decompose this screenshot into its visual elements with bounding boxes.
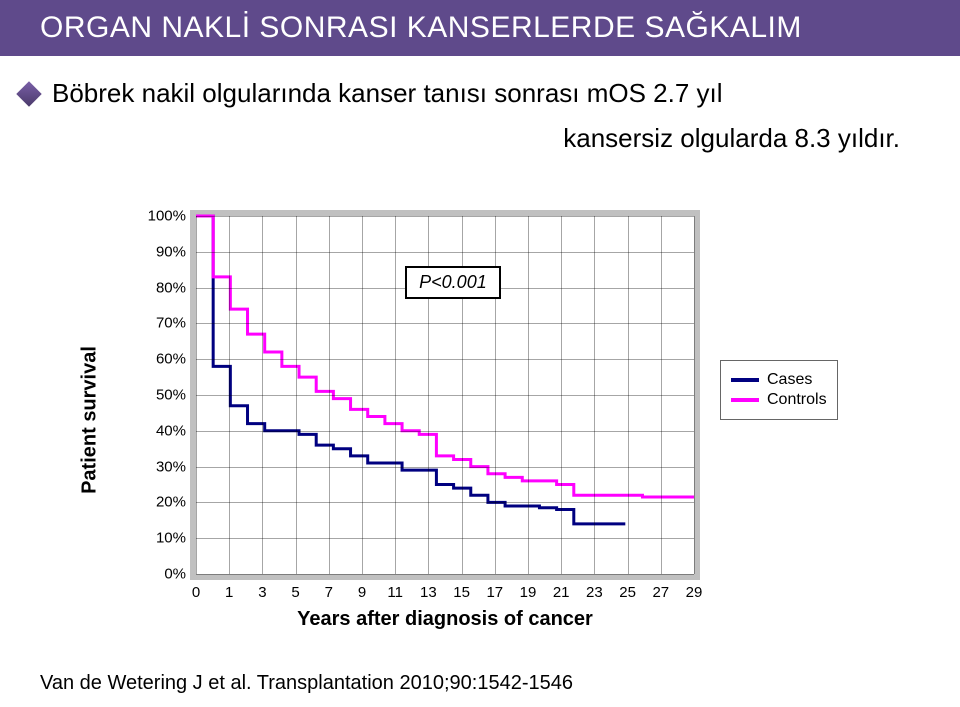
x-tick: 29 <box>686 584 703 601</box>
x-tick: 0 <box>192 584 200 601</box>
y-axis-label: Patient survival <box>79 346 102 494</box>
x-tick: 11 <box>387 584 403 601</box>
gridline-v <box>694 216 695 574</box>
sub-line-text: kansersiz olgularda 8.3 yıldır. <box>563 123 900 153</box>
gridline-h <box>196 216 694 217</box>
x-tick: 27 <box>652 584 669 601</box>
y-tick: 20% <box>156 494 186 511</box>
gridline-v <box>196 216 197 574</box>
citation-text: Van de Wetering J et al. Transplantation… <box>40 672 573 695</box>
gridline-h <box>196 431 694 432</box>
banner-title: ORGAN NAKLİ SONRASI KANSERLERDE SAĞKALIM <box>40 11 802 45</box>
gridline-h <box>196 323 694 324</box>
citation-value: Van de Wetering J et al. Transplantation… <box>40 672 573 694</box>
y-tick: 0% <box>164 566 186 583</box>
legend-row: Cases <box>731 371 827 389</box>
legend-swatch <box>731 398 759 402</box>
y-tick: 60% <box>156 351 186 368</box>
legend-row: Controls <box>731 391 827 409</box>
gridline-h <box>196 467 694 468</box>
x-tick: 7 <box>325 584 333 601</box>
gridline-v <box>262 216 263 574</box>
x-tick: 21 <box>553 584 570 601</box>
gridline-v <box>229 216 230 574</box>
x-tick: 9 <box>358 584 366 601</box>
y-tick: 100% <box>148 208 186 225</box>
y-tick: 30% <box>156 458 186 475</box>
gridline-h <box>196 502 694 503</box>
gridline-h <box>196 395 694 396</box>
gridline-v <box>296 216 297 574</box>
bullet-icon <box>16 81 41 106</box>
chart-legend: Cases Controls <box>720 360 838 420</box>
p-value-box: P<0.001 <box>405 266 501 299</box>
gridline-v <box>528 216 529 574</box>
gridline-v <box>628 216 629 574</box>
x-tick: 25 <box>619 584 636 601</box>
gridline-v <box>329 216 330 574</box>
series-controls <box>196 216 694 497</box>
p-value-text: P<0.001 <box>419 272 487 292</box>
gridline-v <box>561 216 562 574</box>
x-tick: 5 <box>291 584 299 601</box>
gridline-h <box>196 538 694 539</box>
legend-label: Controls <box>767 391 827 409</box>
y-tick: 90% <box>156 243 186 260</box>
gridline-h <box>196 359 694 360</box>
y-tick: 80% <box>156 279 186 296</box>
y-tick: 50% <box>156 387 186 404</box>
gridline-v <box>395 216 396 574</box>
gridline-v <box>661 216 662 574</box>
x-tick: 13 <box>420 584 437 601</box>
legend-swatch <box>731 378 759 382</box>
y-tick: 10% <box>156 530 186 547</box>
x-tick: 17 <box>486 584 503 601</box>
gridline-v <box>362 216 363 574</box>
x-axis-label: Years after diagnosis of cancer <box>297 608 593 631</box>
y-tick: 40% <box>156 422 186 439</box>
bullet-row: Böbrek nakil olgularında kanser tanısı s… <box>20 78 960 109</box>
bullet-text: Böbrek nakil olgularında kanser tanısı s… <box>52 78 723 109</box>
survival-chart: Patient survival 0%10%20%30%40%50%60%70%… <box>120 200 840 640</box>
gridline-h <box>196 252 694 253</box>
x-tick: 19 <box>520 584 537 601</box>
slide-banner: ORGAN NAKLİ SONRASI KANSERLERDE SAĞKALIM <box>0 0 960 56</box>
x-tick: 15 <box>453 584 470 601</box>
x-tick: 3 <box>258 584 266 601</box>
gridline-v <box>594 216 595 574</box>
legend-label: Cases <box>767 371 812 389</box>
x-tick: 1 <box>225 584 233 601</box>
sub-line: kansersiz olgularda 8.3 yıldır. <box>0 123 900 154</box>
y-tick: 70% <box>156 315 186 332</box>
gridline-h <box>196 574 694 575</box>
x-tick: 23 <box>586 584 603 601</box>
